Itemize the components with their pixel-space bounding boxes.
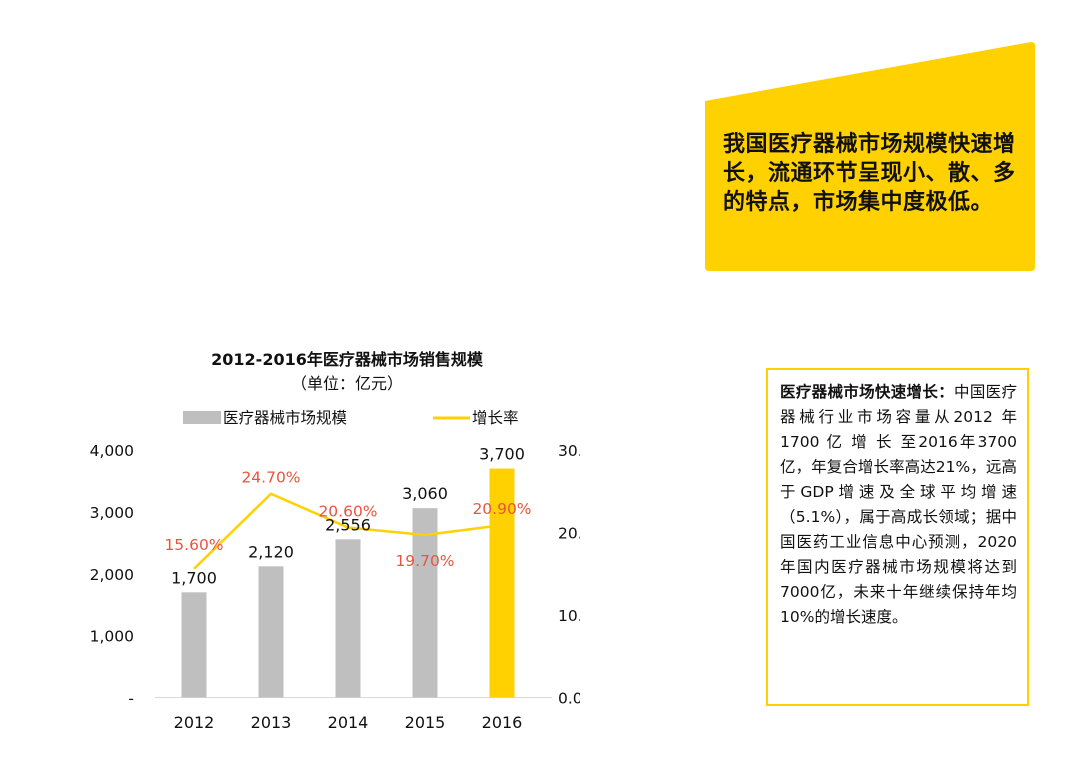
legend-bar-label: 医疗器械市场规模 [223, 409, 347, 427]
bar-value-label: 3,060 [402, 484, 448, 503]
left-axis-tick-label: 4,000 [90, 442, 134, 460]
bar-2016 [489, 468, 515, 698]
x-axis-tick-label: 2015 [405, 713, 446, 732]
bar-value-labels: 1,700 2,120 2,556 3,060 3,700 [171, 445, 525, 588]
bar-2013 [258, 566, 284, 698]
growth-rate-label: 24.70% [241, 469, 300, 487]
right-axis-tick-label: 10.00% [558, 607, 580, 625]
growth-rate-label: 20.90% [472, 500, 531, 518]
description-title: 医疗器械市场快速增长： [780, 383, 955, 401]
left-axis-tick-label: 2,000 [90, 566, 134, 584]
right-axis-tick-label: 30.00% [558, 442, 580, 460]
left-axis-tick-label: - [128, 690, 134, 708]
callout-text: 我国医疗器械市场规模快速增长，流通环节呈现小、散、多的特点，市场集中度极低。 [723, 132, 1016, 215]
growth-rate-label: 20.60% [318, 503, 377, 521]
growth-rate-label: 15.60% [164, 536, 223, 554]
chart-legend: 医疗器械市场规模 增长率 [183, 409, 519, 427]
x-axis-tick-label: 2016 [482, 713, 523, 732]
growth-line-series [193, 492, 503, 570]
growth-value-labels: 15.60% 24.70% 20.60% 19.70% 20.90% [164, 469, 531, 570]
legend-bar-swatch [183, 411, 221, 424]
bar-value-label: 3,700 [479, 445, 525, 464]
left-axis-tick-label: 1,000 [90, 628, 134, 646]
bar-value-label: 2,120 [248, 542, 294, 561]
bar-2015 [412, 508, 438, 698]
right-axis: 0.00% 10.00% 20.00% 30.00% [558, 442, 580, 708]
bar-value-label: 1,700 [171, 568, 217, 587]
x-axis: 2012 2013 2014 2015 2016 [174, 713, 523, 732]
bar-series [181, 468, 515, 698]
chart-title: 2012-2016年医疗器械市场销售规模 [211, 350, 484, 369]
right-axis-tick-label: 20.00% [558, 525, 580, 543]
right-axis-tick-label: 0.00% [558, 690, 580, 708]
growth-rate-label: 19.70% [395, 552, 454, 570]
callout-background [705, 42, 1035, 271]
left-axis-tick-label: 3,000 [90, 504, 134, 522]
growth-rate-line [193, 492, 503, 570]
bar-value-label: 2,556 [325, 515, 371, 534]
description-body: 中国医疗器械行业市场容量从2012 年 1700 亿 增 长 至2016年370… [780, 383, 1017, 626]
x-axis-tick-label: 2013 [251, 713, 292, 732]
bar-2014 [335, 539, 361, 698]
left-axis: - 1,000 2,000 3,000 4,000 [90, 442, 134, 708]
x-axis-tick-label: 2014 [328, 713, 369, 732]
chart-subtitle: （单位：亿元） [291, 374, 403, 393]
description-box: 医疗器械市场快速增长：中国医疗器械行业市场容量从2012 年 1700 亿 增 … [766, 368, 1029, 706]
summary-callout: 我国医疗器械市场规模快速增长，流通环节呈现小、散、多的特点，市场集中度极低。 [703, 42, 1036, 272]
bar-2012 [181, 592, 207, 698]
x-axis-tick-label: 2012 [174, 713, 215, 732]
legend-line-label: 增长率 [472, 409, 519, 427]
sales-chart: 2012-2016年医疗器械市场销售规模 （单位：亿元） 医疗器械市场规模 增长… [90, 350, 580, 732]
